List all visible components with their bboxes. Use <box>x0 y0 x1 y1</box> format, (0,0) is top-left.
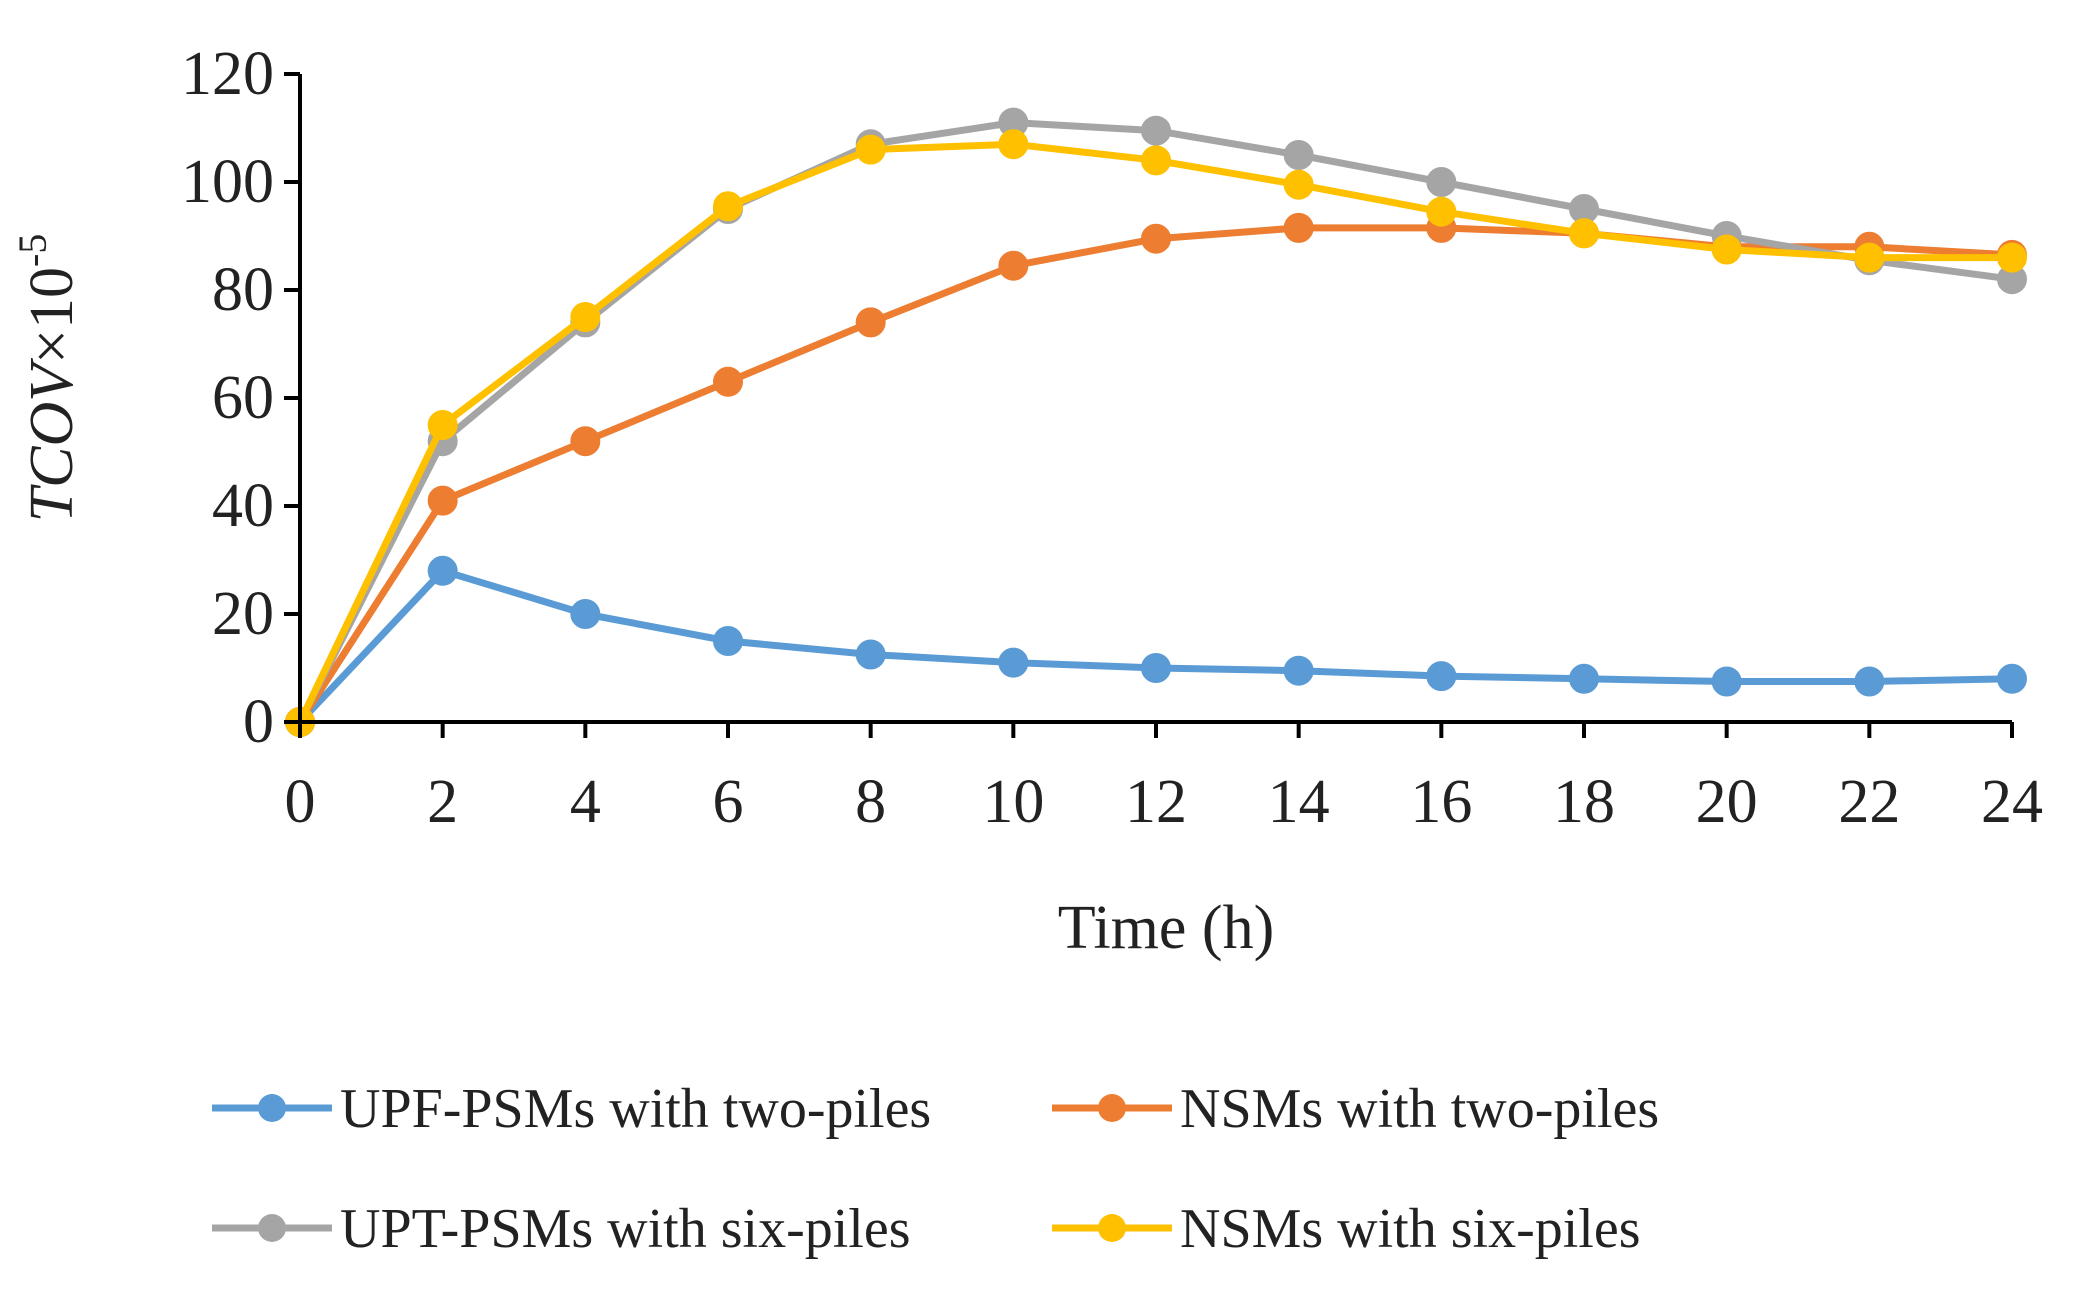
data-point <box>427 485 458 516</box>
x-tick-label: 18 <box>1553 768 1615 836</box>
x-tick-label: 8 <box>855 768 886 836</box>
data-point <box>1854 242 1885 273</box>
data-point <box>1569 663 1599 694</box>
data-point <box>570 302 601 332</box>
series-2 <box>285 107 2027 737</box>
x-tick-label: 4 <box>570 768 601 836</box>
legend: UPF-PSMs with two-piles NSMs with two-pil… <box>212 1078 1659 1260</box>
legend-item: UPT-PSMs with six-piles <box>212 1198 911 1260</box>
x-tick-label: 24 <box>1981 768 2043 836</box>
data-point <box>1569 218 1599 249</box>
data-point <box>1711 234 1742 265</box>
y-tick-label: 40 <box>212 472 274 540</box>
data-point <box>1426 167 1457 197</box>
series-line <box>296 119 2013 724</box>
series-0 <box>285 555 2027 737</box>
data-point <box>570 426 601 457</box>
data-point <box>855 639 886 670</box>
data-point <box>1997 663 2027 694</box>
data-point <box>1426 661 1457 692</box>
axes <box>284 72 2014 738</box>
series-line <box>297 567 2013 725</box>
legend-marker-swatch <box>1098 1094 1126 1122</box>
legend-label: NSMs with two-piles <box>1180 1078 1659 1140</box>
x-tick-label: 2 <box>427 768 458 836</box>
data-point <box>1997 242 2027 273</box>
x-tick-label: 16 <box>1410 768 1472 836</box>
y-tick-label: 120 <box>181 40 274 108</box>
y-tick-label: 80 <box>212 256 274 324</box>
data-point <box>1426 196 1457 227</box>
legend-item: NSMs with two-piles <box>1052 1078 1659 1140</box>
y-axis-title-times: ×10 <box>18 267 86 364</box>
y-tick-label: 60 <box>212 364 274 432</box>
legend-marker-swatch <box>1098 1214 1126 1242</box>
y-tick-label: 0 <box>243 688 274 756</box>
series-line <box>297 224 2013 724</box>
data-point <box>1141 145 1171 176</box>
data-point <box>855 134 886 165</box>
data-point <box>1283 169 1314 200</box>
data-point <box>998 250 1029 281</box>
y-tick-label: 100 <box>181 148 274 216</box>
legend-marker-swatch <box>258 1094 286 1122</box>
series-3 <box>285 129 2027 737</box>
data-point <box>1141 653 1171 683</box>
data-point <box>713 366 743 397</box>
data-point <box>855 307 886 338</box>
legend-item: UPF-PSMs with two-piles <box>212 1078 931 1140</box>
data-point <box>998 647 1029 678</box>
legend-item: NSMs with six-piles <box>1052 1198 1641 1260</box>
legend-label: UPF-PSMs with two-piles <box>340 1078 931 1140</box>
x-tick-label: 20 <box>1696 768 1758 836</box>
data-point <box>1711 666 1742 697</box>
data-point <box>427 410 458 440</box>
x-tick-label: 0 <box>285 768 316 836</box>
data-point <box>1141 223 1171 254</box>
x-tick-label: 12 <box>1125 768 1187 836</box>
data-point <box>1283 212 1314 243</box>
legend-marker-swatch <box>258 1214 286 1242</box>
x-tick-label: 22 <box>1838 768 1900 836</box>
data-point <box>1854 666 1885 697</box>
y-axis-title-exponent: -5 <box>10 234 55 267</box>
x-tick-label: 14 <box>1268 768 1330 836</box>
data-point <box>1283 140 1314 170</box>
x-axis-title: Time (h) <box>1058 894 1274 962</box>
x-tick-label: 10 <box>982 768 1044 836</box>
y-axis-title: TCOV×10-5 <box>10 234 86 523</box>
data-point <box>713 191 743 222</box>
y-axis-title-main: TCOV <box>18 358 86 523</box>
legend-label: UPT-PSMs with six-piles <box>340 1198 911 1260</box>
plot-area <box>285 107 2027 737</box>
data-point <box>427 555 458 586</box>
x-tick-label: 6 <box>713 768 744 836</box>
data-point <box>713 626 743 656</box>
legend-label: NSMs with six-piles <box>1180 1198 1641 1260</box>
data-point <box>1141 115 1171 146</box>
data-point <box>998 129 1029 160</box>
data-point <box>570 599 601 629</box>
data-point <box>1283 655 1314 686</box>
y-tick-label: 20 <box>212 580 274 648</box>
